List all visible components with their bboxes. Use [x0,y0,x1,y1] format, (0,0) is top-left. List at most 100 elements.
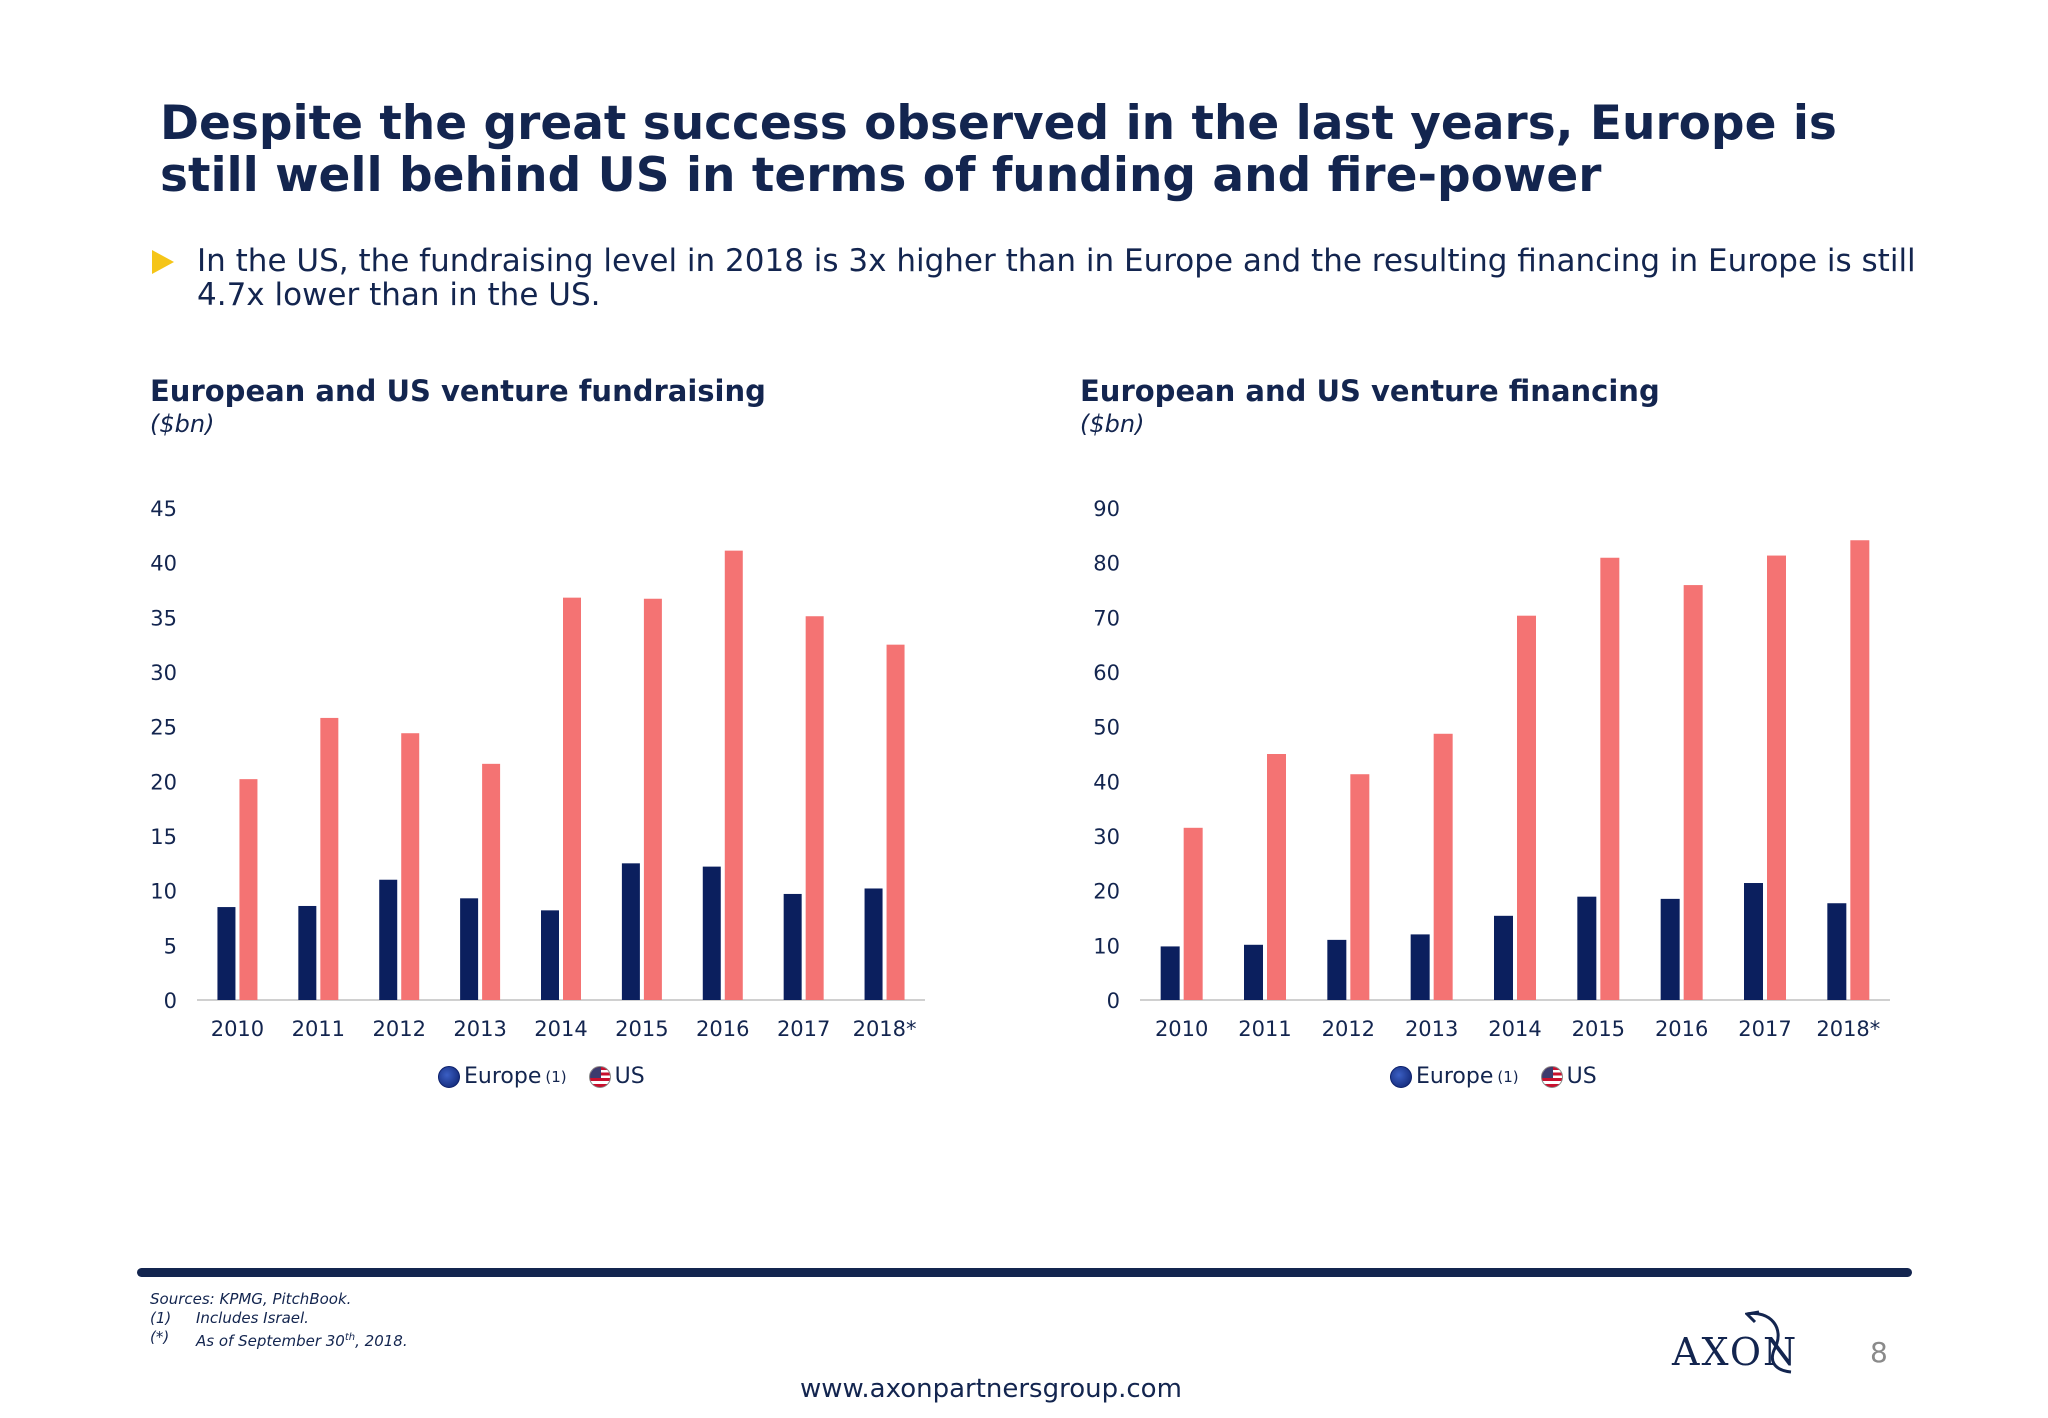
bar-europe-2012 [1327,939,1347,1000]
fundraising-bar-chart: 0 5 10 15 20 25 30 35 40 45 2010 2011 2012 2013 2014 20… [150,497,925,1041]
x-tick-label: 2014 [534,1017,587,1041]
bar-europe-2016 [702,866,721,1000]
legend-europe-note: (1) [545,1067,567,1086]
financing-bar-chart: 0 10 20 30 40 50 60 70 80 90 2010 2011 2012 2013 2014 2… [1093,497,1890,1041]
y-tick-label: 35 [150,606,177,630]
bar-europe-2017 [783,893,802,1000]
y-tick-label: 80 [1093,552,1120,576]
bar-us-2011 [1267,754,1286,1000]
y-tick-label: 25 [150,716,177,740]
x-tick-label: 2012 [1322,1017,1375,1041]
bar-us-2018 [1850,540,1870,1000]
y-tick-label: 0 [164,989,177,1013]
bar-us-2012 [401,733,420,1000]
footnote-2-text-after: , 2018. [355,1332,408,1350]
bar-europe-2011 [1244,944,1263,1000]
y-tick-label: 15 [150,825,177,849]
y-tick-label: 45 [150,497,177,521]
footer-divider [137,1268,1912,1277]
y-tick-label: 30 [150,661,177,685]
x-tick-label: 2013 [453,1017,506,1041]
x-tick-label: 2016 [696,1017,749,1041]
x-tick-label: 2013 [1405,1017,1458,1041]
bar-us-2010 [239,779,258,1000]
x-tick-label: 2017 [777,1017,830,1041]
y-tick-label: 30 [1093,825,1120,849]
bar-europe-2014 [541,910,559,1000]
x-tick-label: 2010 [211,1017,264,1041]
y-tick-label: 20 [1093,880,1120,904]
bar-europe-2017 [1744,883,1763,1000]
legend-item-europe: Europe (1) [438,1064,567,1089]
chart-unit-financing: ($bn) [1080,410,1145,438]
bar-europe-2011 [298,905,317,1000]
financing-legend: Europe (1) US [1390,1064,1597,1089]
y-tick-label: 70 [1093,606,1120,630]
sources-note: Sources: KPMG, PitchBook. [150,1290,352,1308]
bar-us-2016 [724,550,743,1000]
legend-item-us: US [1540,1064,1597,1089]
x-tick-label: 2011 [292,1017,345,1041]
page-title: Despite the great success observed in th… [160,96,1837,203]
us-flag-icon [1540,1065,1563,1088]
x-tick-label: 2014 [1488,1017,1541,1041]
bar-europe-2015 [1577,896,1597,1000]
x-tick-label: 2010 [1155,1017,1208,1041]
bar-europe-2015 [621,863,640,1000]
footnote-1: (1) Includes Israel. [150,1309,408,1328]
bar-europe-2010 [1160,946,1180,1000]
legend-label-us: US [614,1064,645,1089]
x-tick-label: 2016 [1655,1017,1708,1041]
y-tick-label: 50 [1093,716,1120,740]
bar-us-2011 [320,717,339,1000]
website-link[interactable]: www.axonpartnersgroup.com [800,1374,1182,1404]
y-tick-label: 10 [150,880,177,904]
legend-item-europe: Europe (1) [1390,1064,1519,1089]
y-tick-label: 40 [1093,770,1120,794]
bar-us-2017 [805,616,824,1000]
bar-us-2013 [482,763,501,1000]
legend-item-us: US [588,1064,645,1089]
chart-title-fundraising: European and US venture fundraising [150,374,766,408]
x-tick-label: 2018* [853,1017,917,1041]
x-tick-label: 2011 [1238,1017,1291,1041]
y-tick-label: 5 [164,934,177,958]
bar-europe-2013 [460,898,479,1000]
x-tick-label: 2015 [615,1017,668,1041]
bar-europe-2018 [1827,903,1847,1000]
page-number: 8 [1870,1336,1888,1369]
footnote-2: (*) As of September 30th, 2018. [150,1328,408,1351]
bar-europe-2016 [1660,898,1680,1000]
y-tick-label: 60 [1093,661,1120,685]
footnote-1-text: Includes Israel. [196,1309,309,1327]
bar-us-2012 [1350,774,1370,1000]
legend-europe-note: (1) [1497,1067,1519,1086]
eu-flag-icon [1390,1065,1412,1088]
key-point-text: In the US, the fundraising level in 2018… [197,243,1916,313]
y-tick-label: 40 [150,552,177,576]
x-tick-label: 2015 [1572,1017,1625,1041]
bar-europe-2018 [864,888,883,1000]
bar-us-2018 [886,644,905,1000]
footnote-2-sup: th [344,1332,356,1343]
footnote-1-mark: (1) [150,1309,172,1327]
footnotes: Sources: KPMG, PitchBook. (1) Includes I… [150,1290,408,1351]
chart-title-financing: European and US venture financing [1080,374,1660,408]
bar-us-2014 [563,597,581,1000]
bar-europe-2010 [217,907,236,1000]
footnote-2-mark: (*) [150,1328,170,1346]
axon-logo-swoosh-icon [1745,1310,1792,1374]
y-tick-label: 0 [1107,989,1120,1013]
legend-label-us: US [1566,1064,1597,1089]
legend-label-europe: Europe [464,1064,542,1089]
bar-us-2017 [1767,555,1786,1000]
bar-us-2015 [1600,557,1620,1000]
x-tick-label: 2018* [1816,1017,1880,1041]
bar-us-2010 [1183,827,1203,1000]
us-flag-icon [588,1065,611,1088]
y-tick-label: 90 [1093,497,1120,521]
bar-europe-2012 [379,879,398,1000]
chart-unit-fundraising: ($bn) [150,410,215,438]
eu-flag-icon [438,1065,460,1088]
footnote-2-text: As of September 30 [196,1332,345,1350]
